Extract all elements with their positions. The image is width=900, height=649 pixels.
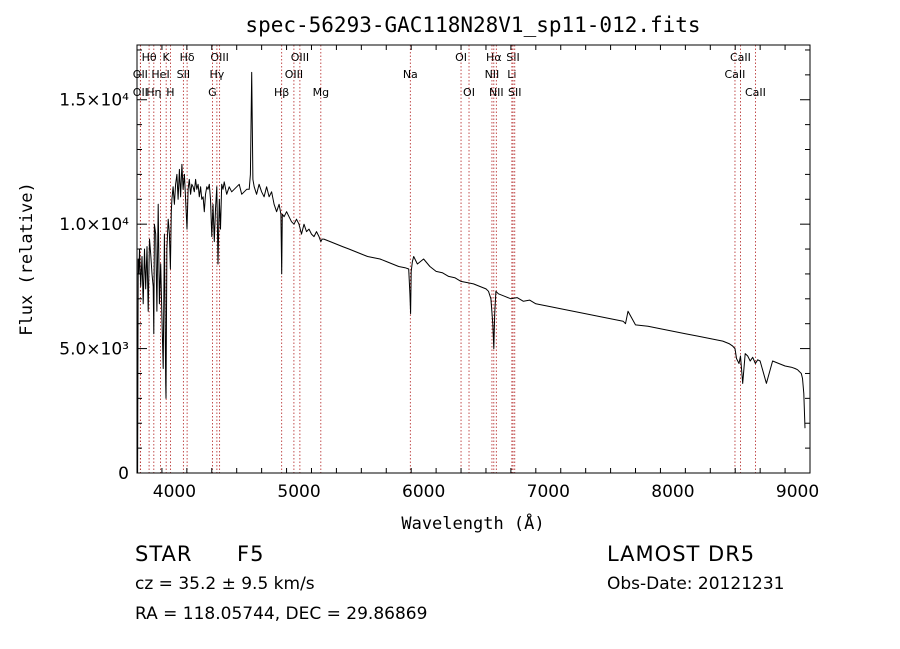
y-tick-label: 0 xyxy=(118,464,129,484)
object-class: STAR xyxy=(135,542,193,566)
x-axis-label: Wavelength (Å) xyxy=(401,512,544,534)
spectrum-line xyxy=(136,71,806,474)
line-marker-label: Na xyxy=(403,68,418,81)
line-marker-label: Mg xyxy=(313,86,329,99)
line-marker-label: CaII xyxy=(725,68,746,81)
x-tick-label: 4000 xyxy=(153,482,196,502)
x-tick-label: 5000 xyxy=(277,482,320,502)
y-axis-label: Flux (relative) xyxy=(17,182,37,336)
line-marker-label: G xyxy=(208,86,217,99)
line-marker-label: SII xyxy=(177,68,190,81)
line-marker-label: SII xyxy=(506,51,519,64)
line-marker-label: Li xyxy=(507,68,516,81)
line-marker-label: Hα xyxy=(486,51,502,64)
survey-label: LAMOST DR5 xyxy=(607,542,756,566)
spectrum-layer xyxy=(136,71,806,474)
line-marker-label: OI xyxy=(463,86,475,99)
redshift-readout: cz = 35.2 ± 9.5 km/s xyxy=(135,574,315,594)
x-tick-label: 8000 xyxy=(651,482,694,502)
line-marker-label: Hγ xyxy=(209,68,224,81)
coordinates-readout: RA = 118.05744, DEC = 29.86869 xyxy=(135,604,428,624)
x-tick-label: 6000 xyxy=(402,482,445,502)
line-marker-label: Hθ xyxy=(142,51,157,64)
line-marker-label: NII xyxy=(485,68,500,81)
line-marker-label: OI xyxy=(455,51,467,64)
plot-frame xyxy=(136,44,811,474)
x-tick-label: 9000 xyxy=(776,482,819,502)
y-tick-label: 1.5×10⁴ xyxy=(59,91,129,111)
line-marker-label: H xyxy=(166,86,174,99)
line-marker-label: K xyxy=(163,51,171,64)
line-marker-label: OIII xyxy=(291,51,309,64)
line-marker-label: HeI xyxy=(151,68,169,81)
x-tick-label: 7000 xyxy=(527,482,570,502)
y-axis: 0 5.0×10³ 1.0×10⁴ 1.5×10⁴ xyxy=(59,49,810,484)
x-axis: 4000 5000 6000 7000 8000 9000 xyxy=(136,45,819,502)
y-tick-label: 1.0×10⁴ xyxy=(59,215,129,235)
line-marker-label: CaII xyxy=(730,51,751,64)
line-marker-label: Hη xyxy=(146,86,161,99)
y-tick-label: 5.0×10³ xyxy=(59,340,129,360)
chart-title: spec-56293-GAC118N28V1_sp11-012.fits xyxy=(245,13,700,37)
line-marker-label: Hδ xyxy=(180,51,195,64)
line-marker-label: Hβ xyxy=(274,86,289,99)
line-marker-label: CaII xyxy=(745,86,766,99)
line-marker-label: OIII xyxy=(210,51,228,64)
line-marker-label: NII xyxy=(489,86,504,99)
line-marker-label: SII xyxy=(508,86,521,99)
obs-date: Obs-Date: 20121231 xyxy=(607,574,785,594)
object-subclass: F5 xyxy=(237,542,265,566)
line-marker-label: OIII xyxy=(285,68,303,81)
